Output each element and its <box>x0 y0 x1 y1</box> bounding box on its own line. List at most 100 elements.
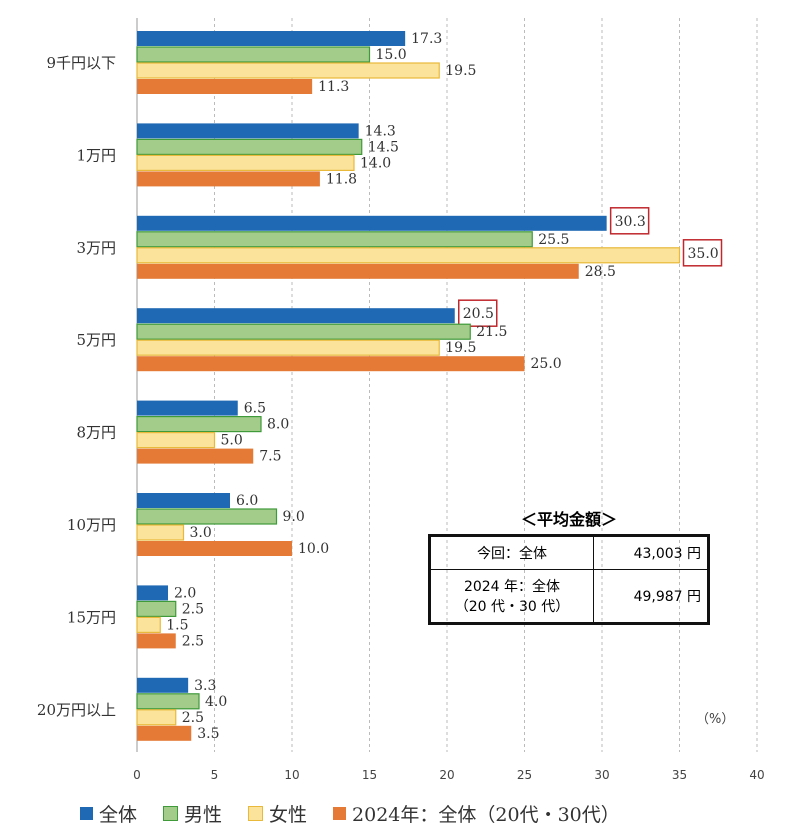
bar <box>136 323 471 340</box>
data-label: 28.5 <box>585 264 616 280</box>
bar <box>137 493 230 508</box>
data-label: 10.0 <box>298 541 329 557</box>
bar <box>136 247 681 264</box>
bar <box>137 725 192 741</box>
data-label: 2.5 <box>182 633 204 649</box>
average-box-title: ＜平均金額＞ <box>520 510 617 529</box>
legend-item: 男性 <box>163 800 222 827</box>
legend-swatch <box>333 807 347 820</box>
legend-swatch <box>248 806 264 821</box>
data-label: 6.0 <box>236 493 258 509</box>
x-tick-label: 15 <box>362 768 377 782</box>
data-label: 15.0 <box>376 47 407 63</box>
data-label: 5.0 <box>221 433 243 449</box>
legend-label: 全体 <box>99 804 138 826</box>
data-label: 1.5 <box>166 617 188 633</box>
bar <box>137 677 189 693</box>
bar <box>136 339 440 356</box>
data-label: 2.0 <box>174 585 196 601</box>
bar <box>136 508 278 525</box>
bar <box>136 416 262 433</box>
data-label: 3.3 <box>194 678 216 694</box>
data-label: 30.3 <box>615 214 646 230</box>
x-tick-label: 5 <box>211 768 219 782</box>
data-label: 17.3 <box>411 31 442 47</box>
data-label: 21.5 <box>476 324 507 340</box>
bar <box>137 308 455 324</box>
table-row: 2024 年：全体 （20 代・30 代） 49,987 円 <box>429 569 709 624</box>
bar <box>137 79 313 94</box>
legend-item: 女性 <box>248 800 307 827</box>
bar <box>137 263 579 279</box>
bar <box>137 400 238 416</box>
bar <box>137 633 176 649</box>
x-tick-label: 35 <box>672 768 687 782</box>
legend: 全体 男性 女性 2024年：全体（20代・30代） <box>80 800 620 827</box>
bar <box>137 215 607 231</box>
data-label: 19.5 <box>445 63 476 79</box>
bar <box>137 585 168 601</box>
bar <box>137 123 359 139</box>
legend-swatch <box>80 807 93 820</box>
highlight-box <box>609 207 650 235</box>
bar <box>136 46 371 63</box>
category-label: 5万円 <box>76 331 116 349</box>
bar <box>136 616 161 634</box>
bar <box>137 356 525 372</box>
category-label: 8万円 <box>76 424 116 442</box>
data-label: 2.5 <box>182 710 204 726</box>
data-label: 11.8 <box>326 171 357 187</box>
data-label: 4.0 <box>205 694 227 710</box>
bar <box>137 31 406 46</box>
category-label: 15万円 <box>67 608 116 626</box>
bar <box>137 448 254 464</box>
data-label: 2.5 <box>182 601 204 617</box>
x-tick-label: 40 <box>749 768 764 782</box>
data-label: 8.0 <box>267 417 289 433</box>
row-value: 43,003 円 <box>593 535 709 570</box>
x-tick-label: 25 <box>517 768 532 782</box>
data-label: 25.5 <box>538 232 569 248</box>
data-label: 14.0 <box>360 155 391 171</box>
legend-item: 全体 <box>80 800 137 827</box>
row-label: 2024 年：全体 （20 代・30 代） <box>429 569 594 624</box>
average-amount-box: ＜平均金額＞ 今回：全体 43,003 円 2024 年：全体 （20 代・30… <box>428 506 710 625</box>
data-label: 20.5 <box>463 306 494 322</box>
bar <box>136 231 533 248</box>
data-label: 9.0 <box>283 509 305 525</box>
category-label: 1万円 <box>76 146 116 164</box>
data-label: 7.5 <box>259 449 281 465</box>
data-label: 25.0 <box>531 356 562 372</box>
bar <box>136 600 177 618</box>
legend-label: 女性 <box>269 804 308 826</box>
data-label: 19.5 <box>445 340 476 356</box>
category-label: 9千円以下 <box>46 54 116 72</box>
bar <box>136 138 363 155</box>
data-label: 6.5 <box>244 401 266 417</box>
average-table: 今回：全体 43,003 円 2024 年：全体 （20 代・30 代） 49,… <box>428 534 710 625</box>
table-row: 今回：全体 43,003 円 <box>429 535 709 570</box>
bar <box>137 541 292 556</box>
x-tick-label: 0 <box>133 768 141 782</box>
legend-swatch <box>163 806 179 821</box>
x-tick-label: 20 <box>439 768 454 782</box>
bar <box>137 171 320 187</box>
data-label: 3.5 <box>197 726 219 742</box>
data-label: 11.3 <box>318 79 349 95</box>
bar <box>136 524 185 541</box>
row-label: 今回：全体 <box>429 535 594 570</box>
unit-label: （%） <box>696 712 735 727</box>
legend-item: 2024年：全体（20代・30代） <box>333 800 620 827</box>
data-label: 3.0 <box>190 525 212 541</box>
legend-label: 男性 <box>184 804 223 826</box>
highlight-box <box>458 299 498 327</box>
category-label: 20万円以上 <box>37 701 116 719</box>
data-label: 14.5 <box>368 139 399 155</box>
bar <box>136 709 177 726</box>
highlight-box <box>682 239 723 267</box>
category-label: 10万円 <box>67 516 116 534</box>
legend-label: 2024年：全体（20代・30代） <box>352 804 620 826</box>
row-value: 49,987 円 <box>593 569 709 624</box>
